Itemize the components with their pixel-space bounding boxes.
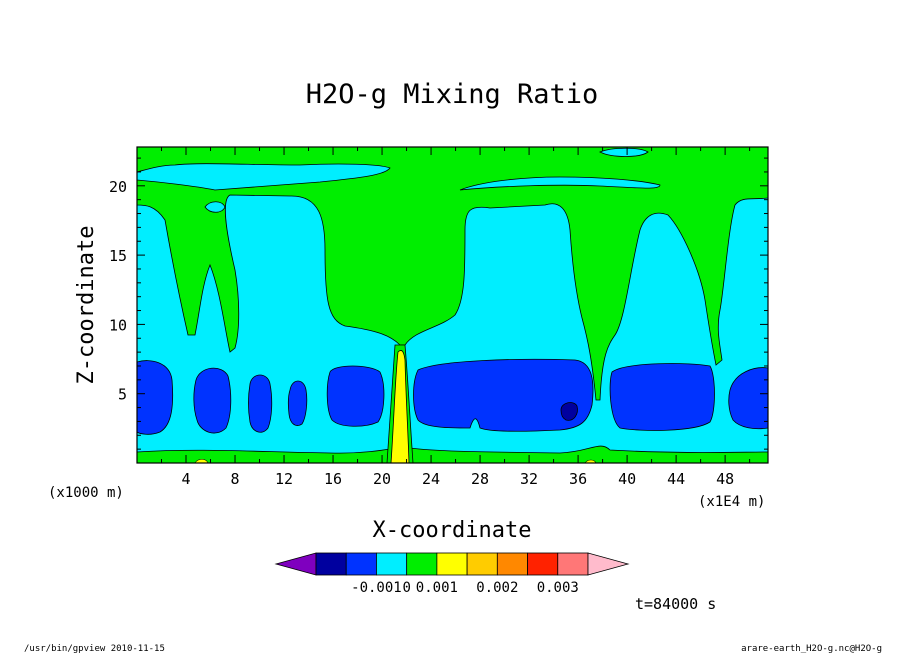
colorbar-label: -0.001	[351, 580, 402, 596]
field-pocket-cyan-3	[459, 176, 661, 191]
x-unit-right: (x1E4 m)	[698, 494, 765, 510]
field-pocket-cyan-4	[599, 147, 649, 157]
field-region-navy	[560, 402, 578, 421]
x-tick-label: 28	[471, 470, 489, 488]
plot-frame	[136, 146, 769, 464]
y-tick-label: 5	[118, 386, 127, 404]
colorbar-cell	[557, 552, 589, 576]
x-tick-label: 40	[618, 470, 636, 488]
x-tick-label: 16	[324, 470, 342, 488]
x-tick-label: 32	[520, 470, 538, 488]
colorbar-cell	[466, 552, 498, 576]
plot-area	[137, 147, 768, 463]
x-unit-left: (x1000 m)	[48, 485, 124, 501]
y-tick-label: 15	[109, 247, 127, 265]
colorbar-label: 0.002	[476, 580, 518, 596]
x-axis-ticks: 4 8 12 16 20 24 28 32 36 40 44 48	[161, 147, 751, 488]
y-tick-label: 20	[109, 178, 127, 196]
colorbar-cell	[406, 552, 438, 576]
chart-title: H2O-g Mixing Ratio	[306, 79, 599, 110]
y-tick-label: 10	[109, 316, 127, 334]
field-region-blue	[137, 358, 768, 435]
colorbar-triangle-low	[274, 552, 317, 576]
x-tick-label: 44	[667, 470, 685, 488]
x-tick-label: 36	[569, 470, 587, 488]
colorbar	[274, 552, 630, 576]
y-axis-ticks: 5 10 15 20	[109, 157, 768, 450]
colorbar-label: 0.003	[537, 580, 579, 596]
footer-right: arare-earth_H2O-g.nc@H2O-g	[741, 644, 882, 654]
field-region-green-lower	[137, 445, 768, 463]
colorbar-triangle-high	[587, 552, 630, 576]
x-tick-label: 20	[373, 470, 391, 488]
field-region-yellow-plume	[390, 350, 410, 463]
x-axis-label: X-coordinate	[373, 518, 532, 543]
colorbar-cell	[315, 552, 347, 576]
x-tick-label: 12	[275, 470, 293, 488]
colorbar-cell	[436, 552, 468, 576]
x-tick-label: 48	[716, 470, 734, 488]
colorbar-label: 0.001	[416, 580, 458, 596]
x-tick-label: 24	[422, 470, 440, 488]
colorbar-label: 0	[402, 580, 410, 596]
colorbar-cell	[376, 552, 408, 576]
y-axis-label: Z-coordinate	[74, 226, 99, 385]
footer-left: /usr/bin/gpview 2010-11-15	[24, 644, 165, 654]
x-tick-label: 4	[181, 470, 190, 488]
field-pocket-cyan-2	[204, 201, 226, 213]
x-tick-label: 8	[231, 470, 240, 488]
colorbar-labels: -0.001 0 0.001 0.002 0.003	[351, 580, 579, 596]
field-region-green-upper	[137, 147, 768, 401]
colorbar-cell	[345, 552, 377, 576]
time-label: t=84000 s	[635, 595, 716, 613]
colorbar-cell	[527, 552, 559, 576]
field-pocket-cyan-1	[137, 163, 391, 191]
colorbar-cell	[496, 552, 528, 576]
